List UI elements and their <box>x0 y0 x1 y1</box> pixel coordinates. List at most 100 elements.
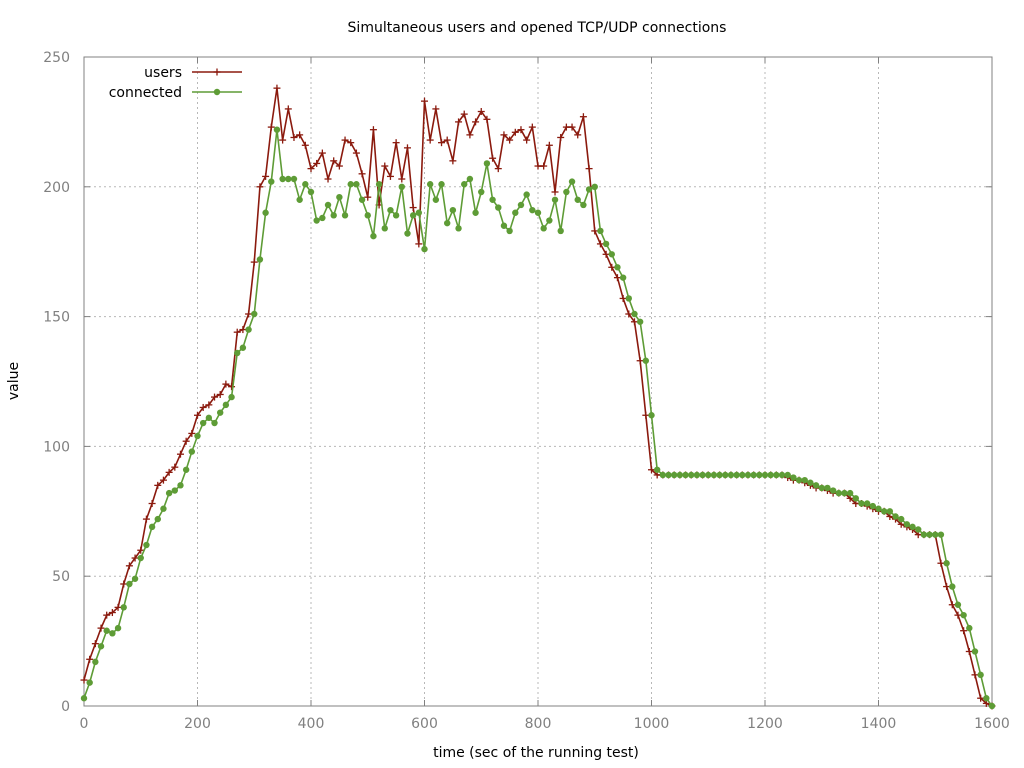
data-point-users <box>165 468 173 476</box>
data-point-connected <box>330 212 337 219</box>
data-point-connected <box>716 471 723 479</box>
data-point-connected <box>517 201 525 209</box>
data-point-connected <box>659 471 667 479</box>
data-point-users <box>483 115 491 123</box>
data-point-connected <box>353 181 360 188</box>
data-point-connected <box>619 274 627 281</box>
data-point-connected <box>988 702 996 710</box>
data-point-connected <box>347 181 354 188</box>
data-point-connected <box>909 523 916 531</box>
data-point-connected <box>898 515 905 523</box>
data-point-connected <box>182 466 190 473</box>
data-point-users <box>398 175 406 183</box>
data-point-connected <box>824 484 831 492</box>
data-point-users <box>120 580 128 588</box>
data-point-users <box>971 671 979 679</box>
data-point-connected <box>432 196 440 203</box>
data-point-connected <box>812 482 820 489</box>
data-point-connected <box>370 232 377 240</box>
data-point-connected <box>171 487 178 494</box>
data-point-connected <box>869 502 877 510</box>
data-point-users <box>80 676 88 684</box>
axis-ticks: 0 200 400 600 800 1000 1200 1400 1600 0 50 100 150 20… <box>43 50 1010 732</box>
data-point-users <box>273 84 281 92</box>
data-point-users <box>443 136 451 144</box>
data-point-connected <box>421 245 428 253</box>
data-point-users <box>284 105 292 113</box>
data-point-users <box>585 165 593 173</box>
data-point-connected <box>199 419 207 427</box>
data-point-connected <box>875 505 882 512</box>
data-point-users <box>954 611 962 619</box>
data-point-users <box>568 123 576 131</box>
data-point-connected <box>682 471 689 479</box>
data-point-users <box>335 162 343 170</box>
data-point-connected <box>852 495 859 502</box>
data-point-users <box>619 294 627 302</box>
data-point-connected <box>818 484 825 492</box>
data-point-users <box>86 655 94 663</box>
data-point-connected <box>143 541 150 549</box>
data-point-connected <box>109 630 116 637</box>
data-point-users <box>545 141 553 149</box>
data-point-connected <box>268 178 275 185</box>
data-point-connected <box>154 515 161 523</box>
x-axis-label: time (sec of the running test) <box>433 745 639 761</box>
y-axis-label: value <box>6 362 22 400</box>
y-tick-label: 200 <box>43 180 70 196</box>
data-point-users <box>415 240 423 248</box>
data-point-connected <box>364 212 371 219</box>
data-point-connected <box>375 181 383 188</box>
data-point-users <box>591 227 599 235</box>
data-point-users <box>159 476 167 484</box>
data-point-connected <box>409 212 417 219</box>
data-point-connected <box>880 508 888 515</box>
data-point-connected <box>114 624 122 632</box>
data-point-users <box>574 131 582 139</box>
data-point-connected <box>846 489 854 497</box>
data-point-users <box>432 105 440 113</box>
data-point-users <box>154 481 162 489</box>
data-point-connected <box>540 225 547 232</box>
legend-label: connected <box>109 85 182 101</box>
data-point-connected <box>137 554 144 562</box>
data-point-connected <box>739 471 746 479</box>
data-point-users <box>403 144 411 152</box>
data-point-connected <box>858 500 865 507</box>
data-point-connected <box>648 412 655 419</box>
data-point-users <box>239 326 247 334</box>
data-point-connected <box>506 227 513 235</box>
data-point-users <box>602 250 610 258</box>
data-point-connected <box>551 196 559 203</box>
data-point-users <box>540 162 548 170</box>
legend-marker <box>213 88 221 96</box>
x-tick-label: 400 <box>298 716 325 732</box>
data-point-connected <box>165 489 173 497</box>
data-point-connected <box>790 474 797 481</box>
data-point-users <box>489 154 497 162</box>
data-point-connected <box>285 175 292 183</box>
data-point-users <box>347 139 355 147</box>
data-point-users <box>392 139 400 147</box>
data-point-connected <box>744 471 752 479</box>
data-point-connected <box>892 513 899 520</box>
data-point-users <box>262 172 270 180</box>
data-point-users <box>313 159 321 167</box>
data-point-connected <box>296 196 303 203</box>
data-point-connected <box>495 204 502 211</box>
data-point-connected <box>688 471 695 479</box>
series-connected <box>80 126 996 710</box>
data-point-connected <box>290 175 298 183</box>
data-point-connected <box>319 214 326 222</box>
data-point-connected <box>920 531 928 538</box>
data-point-connected <box>358 196 366 203</box>
data-point-connected <box>795 476 803 484</box>
data-point-connected <box>103 627 110 634</box>
data-point-users <box>318 149 326 157</box>
series-layer <box>80 84 996 710</box>
data-point-connected <box>557 227 564 235</box>
data-point-users <box>613 274 621 282</box>
data-point-users <box>256 183 264 191</box>
data-point-connected <box>727 471 735 479</box>
